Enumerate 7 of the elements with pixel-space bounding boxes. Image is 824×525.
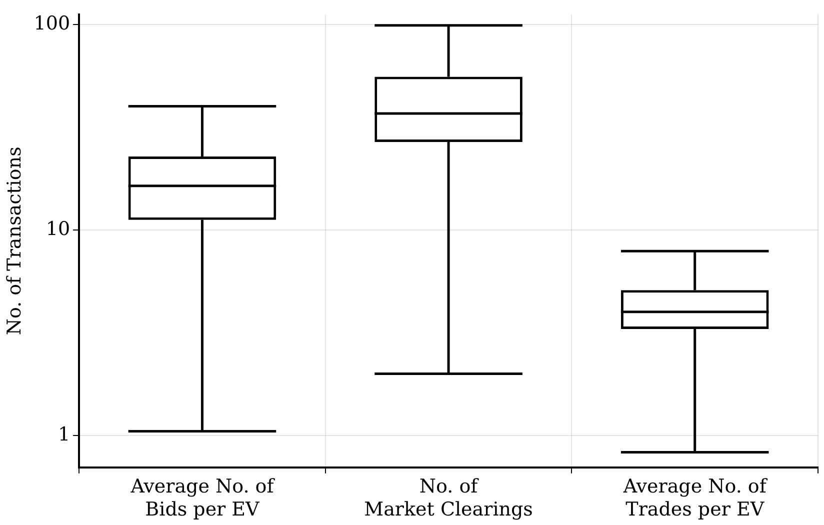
y-tick-label: 10 [46,218,70,240]
x-tick-label: Average No. of Bids per EV [130,476,276,521]
x-tick-label: Average No. of Trades per EV [622,476,768,521]
x-tick-label: No. of Market Clearings [364,476,533,521]
y-tick-label: 1 [58,424,70,446]
y-tick-label: 100 [34,12,70,34]
y-axis-title: No. of Transactions [3,146,26,336]
